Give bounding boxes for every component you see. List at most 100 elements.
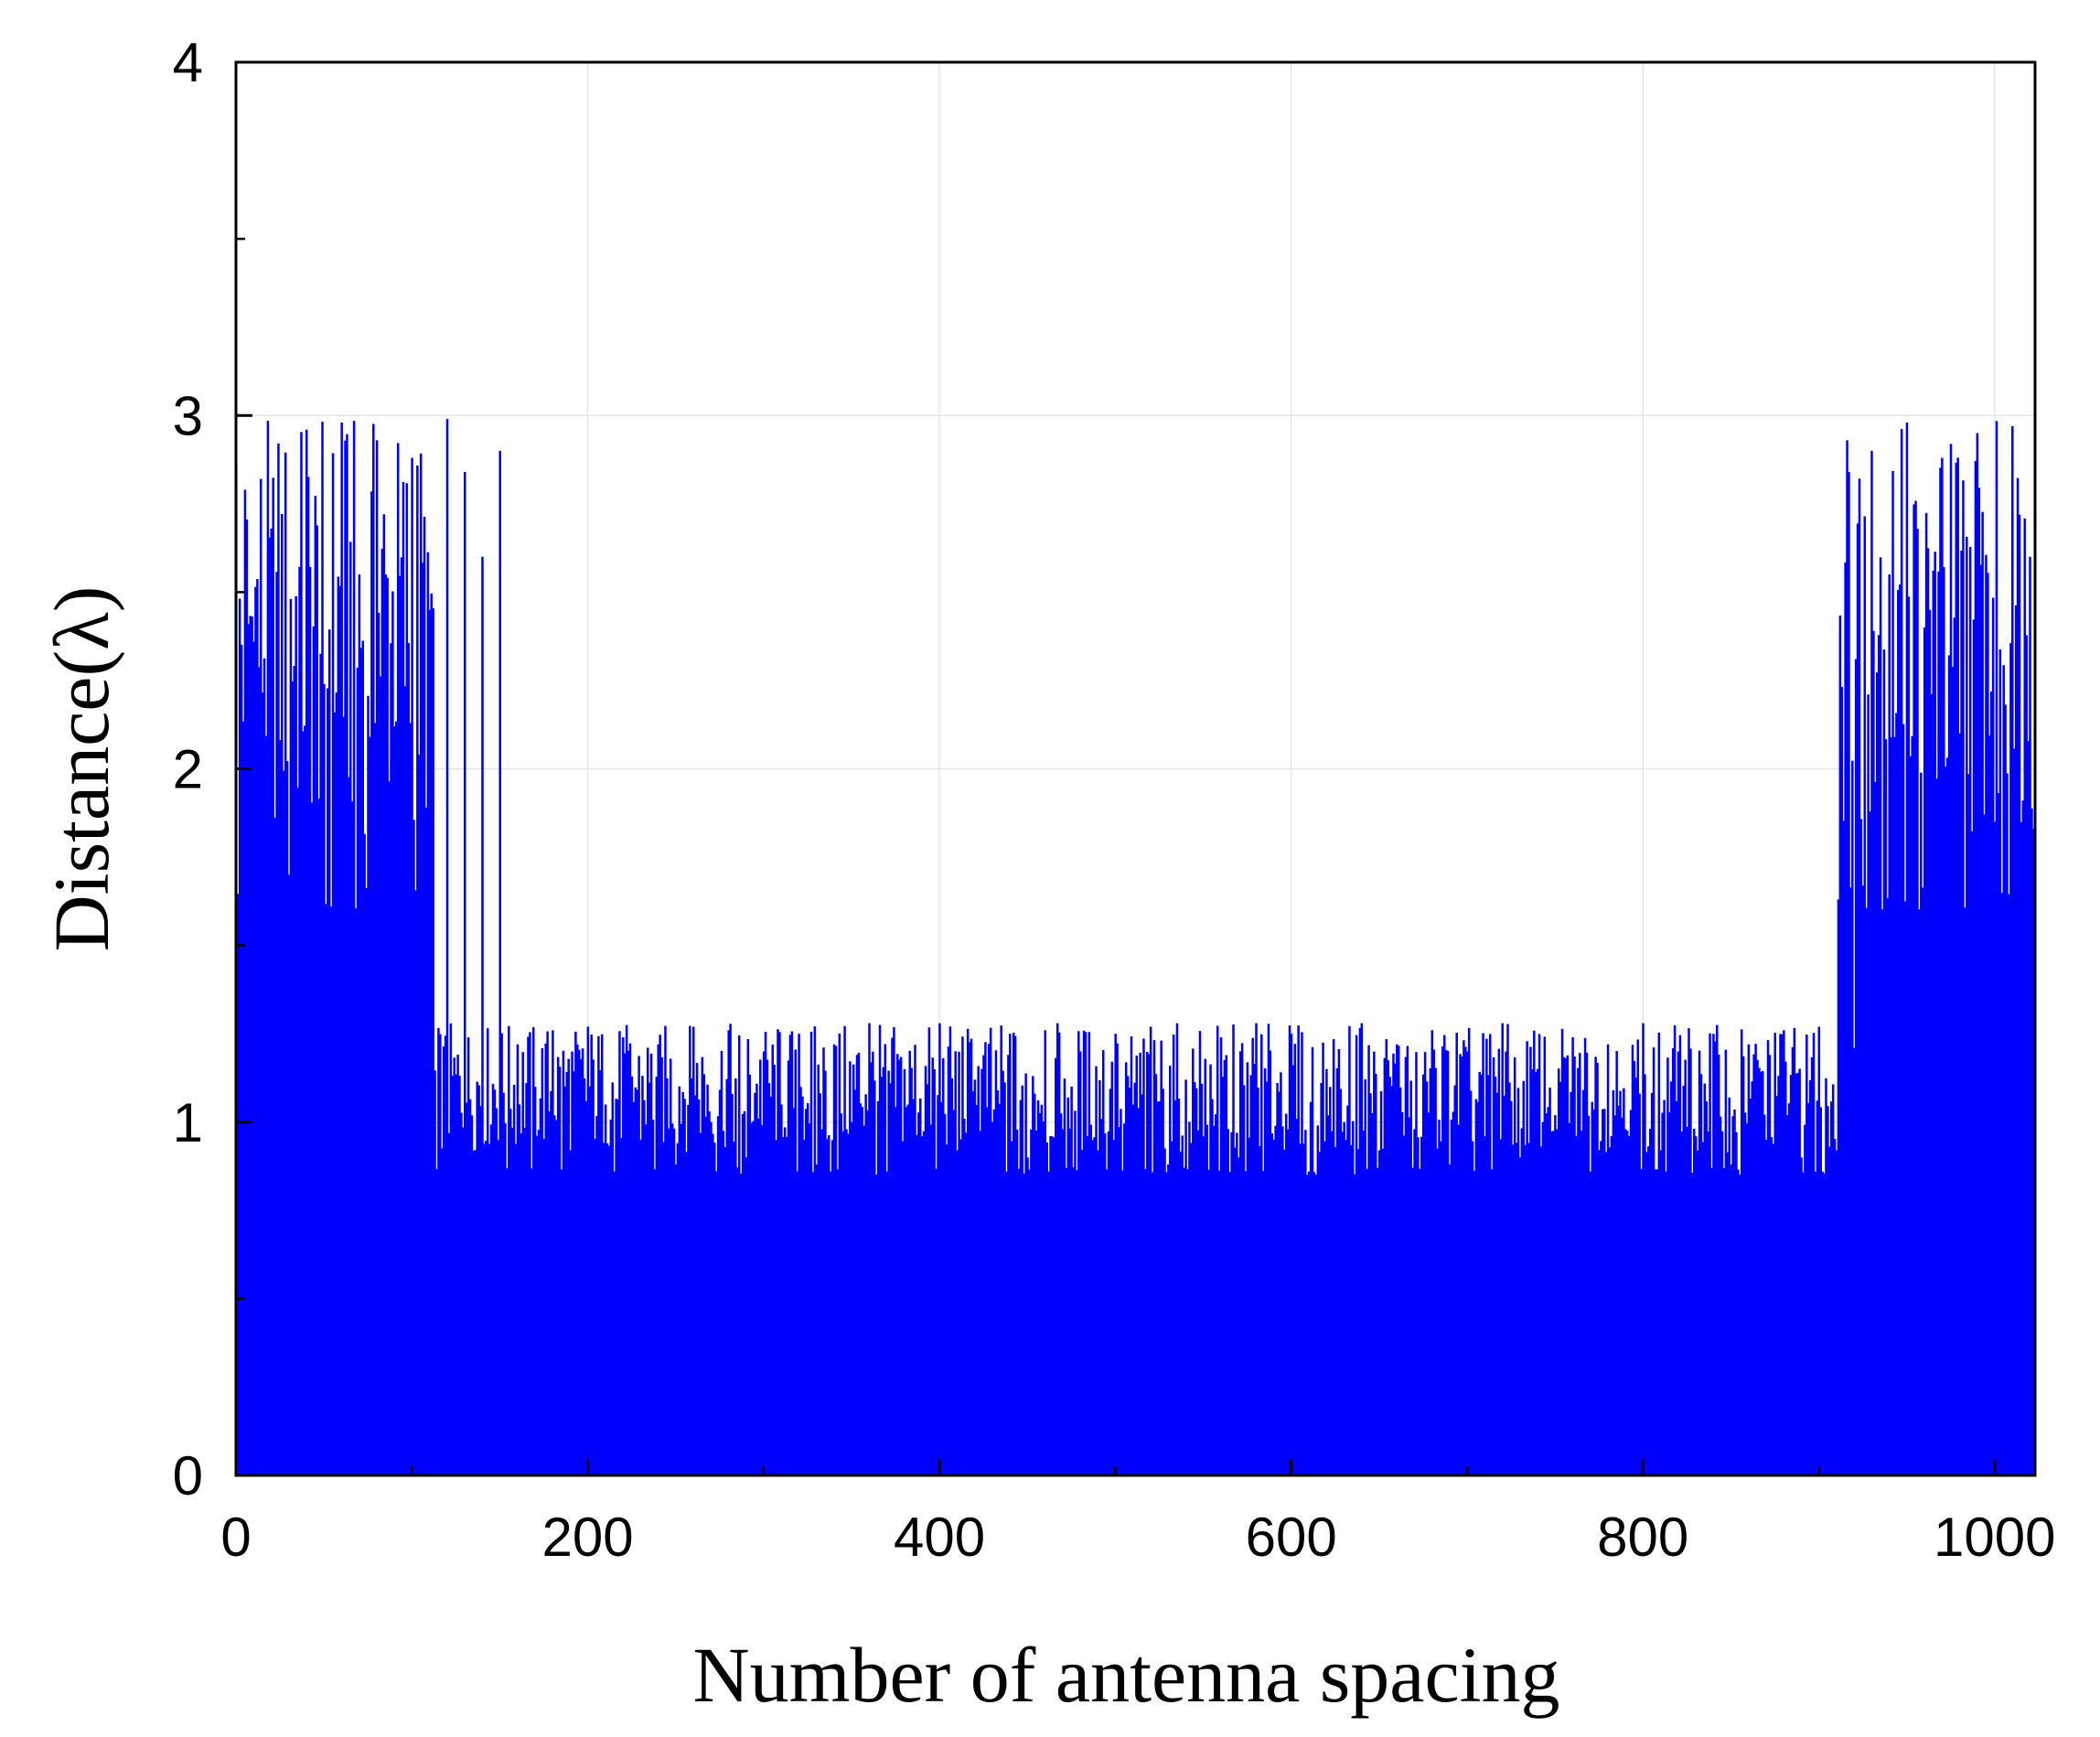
bar (1070, 1086, 1073, 1475)
bar (1501, 1023, 1504, 1475)
bar (1068, 1128, 1071, 1475)
bar (937, 1095, 939, 1475)
bar (599, 1070, 602, 1475)
bar (1348, 1025, 1351, 1475)
bar (1133, 1082, 1137, 1475)
y-tick-label: 2 (173, 739, 203, 800)
bar (1478, 1071, 1481, 1475)
bar (574, 1031, 577, 1475)
bar (1044, 1030, 1047, 1475)
bar (451, 1076, 455, 1475)
bar (1076, 1170, 1078, 1475)
bar (2000, 893, 2004, 1475)
bar (822, 1047, 825, 1475)
bar (808, 1123, 811, 1475)
bar (340, 422, 343, 1476)
bar (826, 1139, 829, 1475)
bar (1236, 1132, 1238, 1475)
bar (1840, 686, 1844, 1475)
bar (1880, 909, 1884, 1475)
bar (712, 1133, 714, 1475)
bar (760, 1124, 764, 1475)
bar (1918, 909, 1921, 1475)
bar (1610, 1136, 1613, 1475)
bar (1941, 457, 1944, 1476)
bar (750, 1122, 753, 1475)
bar (298, 566, 301, 1475)
bar (1009, 1034, 1012, 1475)
bar (657, 1044, 660, 1475)
bar (2018, 514, 2021, 1475)
bar (1594, 1056, 1597, 1475)
bar (289, 598, 293, 1475)
bar (1072, 1167, 1075, 1475)
bar (409, 723, 412, 1475)
bar (783, 1127, 787, 1475)
bar (264, 735, 268, 1475)
bar (609, 1119, 613, 1475)
bar (1951, 667, 1955, 1475)
bar (539, 1098, 542, 1475)
bar (1854, 659, 1858, 1475)
bar (403, 686, 407, 1475)
bar (992, 1109, 996, 1475)
bar (1434, 1067, 1437, 1475)
bar (891, 1037, 894, 1475)
bar (1831, 1084, 1835, 1475)
bar (1645, 1152, 1648, 1475)
bar (1510, 1100, 1513, 1475)
bar (523, 1128, 526, 1475)
bar (1195, 1088, 1198, 1475)
bar (282, 770, 285, 1475)
bar (824, 1070, 827, 1475)
bar (1621, 1117, 1623, 1475)
bar (1213, 1125, 1216, 1475)
bar (1688, 1028, 1690, 1475)
bar (352, 421, 356, 1475)
bar (1740, 1029, 1743, 1475)
bar (520, 1133, 523, 1475)
bar (1167, 1164, 1170, 1475)
bar (1482, 1033, 1484, 1475)
bar (581, 1048, 584, 1475)
bar (1474, 1099, 1478, 1475)
bar (1754, 1044, 1757, 1475)
bar (1042, 1120, 1045, 1475)
bar (994, 1050, 998, 1475)
bar (456, 1054, 459, 1475)
bar (1816, 1100, 1819, 1475)
bar (1120, 1109, 1122, 1475)
bar (778, 1032, 781, 1475)
bar (304, 725, 306, 1475)
bar (537, 1130, 541, 1475)
bar (963, 1118, 966, 1475)
bar (1415, 1052, 1418, 1475)
bar (477, 1085, 480, 1475)
bar (1766, 1040, 1770, 1475)
bar (623, 1053, 627, 1475)
bar (693, 1095, 697, 1475)
bar (1636, 1039, 1640, 1475)
bar (1775, 1096, 1778, 1475)
bar (2023, 518, 2027, 1475)
bar (1680, 1131, 1684, 1475)
bar (1640, 1169, 1643, 1475)
bar (1036, 1099, 1040, 1475)
bar (1573, 1056, 1576, 1475)
bar (1225, 1055, 1228, 1475)
bar (1874, 781, 1877, 1475)
bar (1128, 1088, 1131, 1475)
bar (577, 1049, 581, 1475)
bar (466, 1037, 470, 1475)
bar (1842, 820, 1845, 1475)
bar (1564, 1057, 1568, 1475)
bar (1413, 1129, 1416, 1475)
bar (1057, 1032, 1061, 1475)
bar (1600, 1141, 1602, 1475)
bar (1705, 1101, 1708, 1475)
bar (350, 801, 354, 1475)
bar (416, 465, 419, 1475)
bar (790, 1031, 794, 1475)
bar (1914, 500, 1917, 1475)
bar (2029, 556, 2031, 1475)
